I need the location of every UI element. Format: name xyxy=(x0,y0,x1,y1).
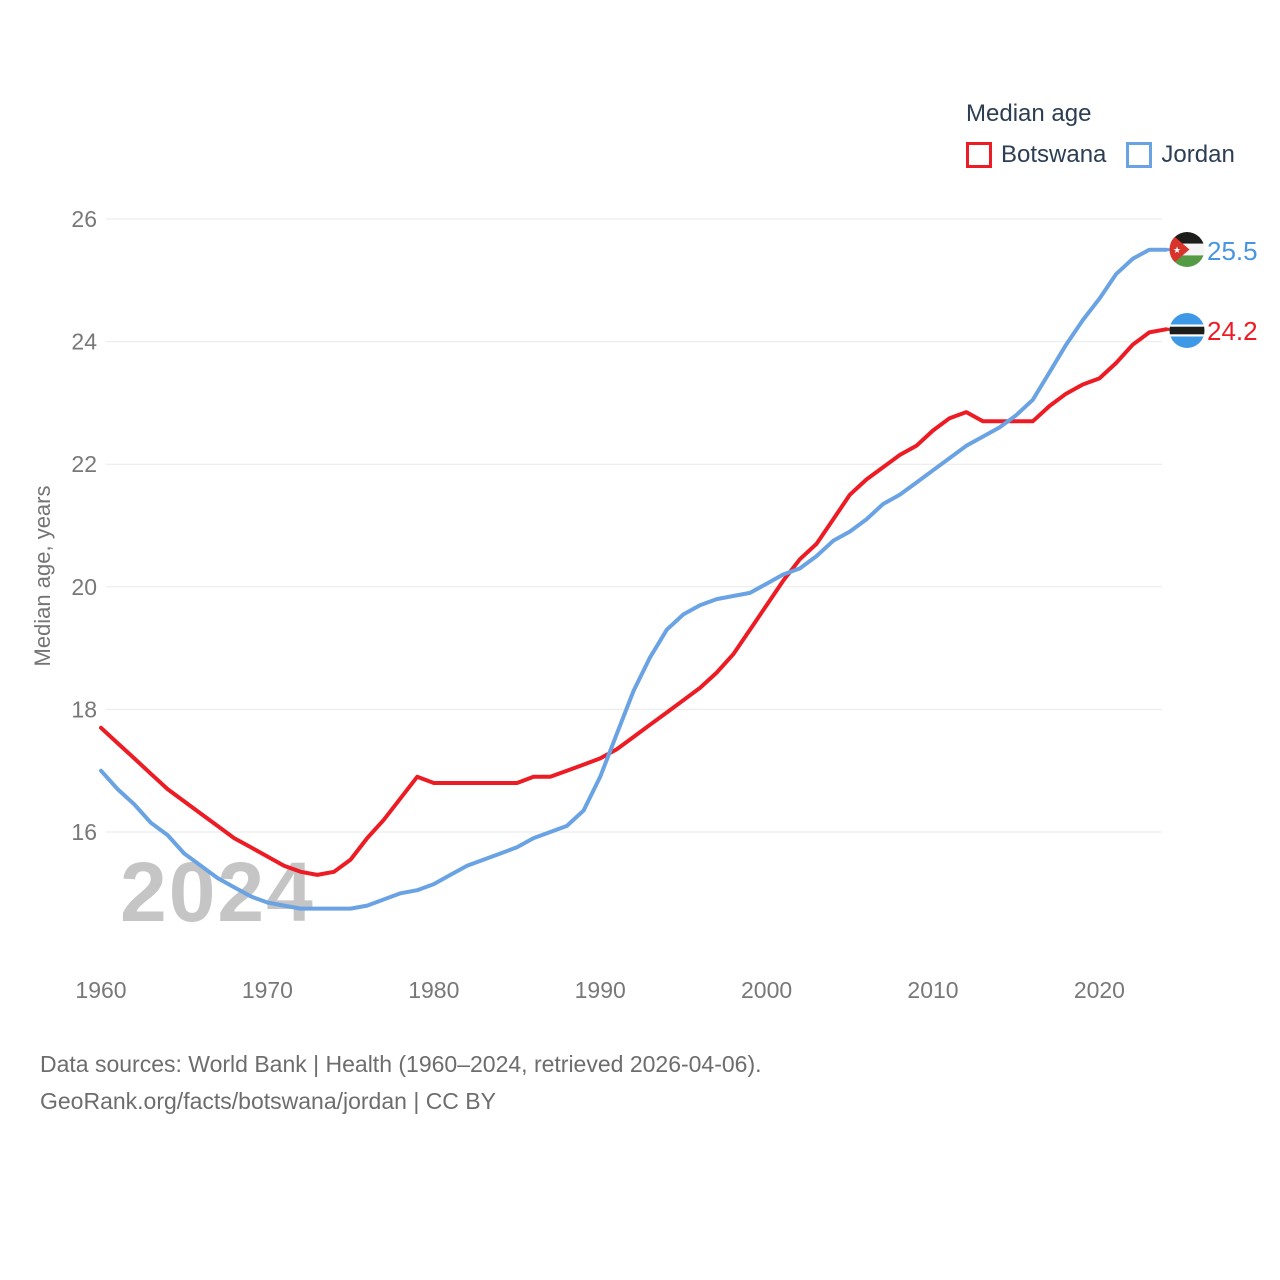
y-tick-26: 26 xyxy=(71,206,97,232)
year-watermark: 2024 xyxy=(120,845,315,939)
chart-canvas: 2024 16 18 20 22 24 26 1960 1970 1980 1990 2000 201… xyxy=(71,206,1205,1003)
chart-legend: Median age Botswana Jordan xyxy=(966,100,1235,169)
botswana-series-swatch xyxy=(966,142,992,168)
x-tick-2020: 2020 xyxy=(1074,977,1125,1003)
legend-item-jordan[interactable]: Jordan xyxy=(1126,141,1235,169)
legend-item-botswana[interactable]: Botswana xyxy=(966,141,1106,169)
jordan-line[interactable] xyxy=(99,247,1168,911)
gridlines xyxy=(106,218,1162,833)
footer: Data sources: World Bank | Health (1960–… xyxy=(40,1046,762,1120)
y-tick-16: 16 xyxy=(71,819,97,845)
x-tick-1980: 1980 xyxy=(408,977,459,1003)
x-tick-2010: 2010 xyxy=(907,977,958,1003)
y-tick-18: 18 xyxy=(71,696,97,722)
axis-ticks: 16 18 20 22 24 26 1960 1970 1980 1990 2000 2010 2020 xyxy=(71,206,1125,1003)
botswana-flag-icon xyxy=(1169,313,1205,348)
y-axis-title: Median age, years xyxy=(30,485,55,667)
legend-title: Median age xyxy=(966,100,1092,127)
svg-text:★: ★ xyxy=(1173,245,1181,255)
data-sources-line: Data sources: World Bank | Health (1960–… xyxy=(40,1051,762,1077)
x-tick-1990: 1990 xyxy=(575,977,626,1003)
attribution-line: GeoRank.org/facts/botswana/jordan | CC B… xyxy=(40,1088,496,1114)
x-tick-2000: 2000 xyxy=(741,977,792,1003)
y-tick-20: 20 xyxy=(71,574,97,600)
legend-label-jordan: Jordan xyxy=(1161,141,1235,168)
x-tick-1970: 1970 xyxy=(242,977,293,1003)
jordan-end-value: 25.5 xyxy=(1207,236,1258,266)
botswana-end-value: 24.2 xyxy=(1207,316,1258,346)
botswana-line[interactable] xyxy=(99,327,1168,877)
legend-label-botswana: Botswana xyxy=(1001,141,1107,168)
series-lines xyxy=(99,247,1171,911)
y-tick-22: 22 xyxy=(71,451,97,477)
legend-items: Botswana Jordan xyxy=(966,141,1235,169)
watermark: 2024 xyxy=(120,845,315,939)
y-tick-24: 24 xyxy=(71,329,97,355)
x-tick-1960: 1960 xyxy=(75,977,126,1003)
jordan-flag-icon: ★ xyxy=(1169,232,1205,267)
jordan-series-swatch xyxy=(1126,142,1153,168)
